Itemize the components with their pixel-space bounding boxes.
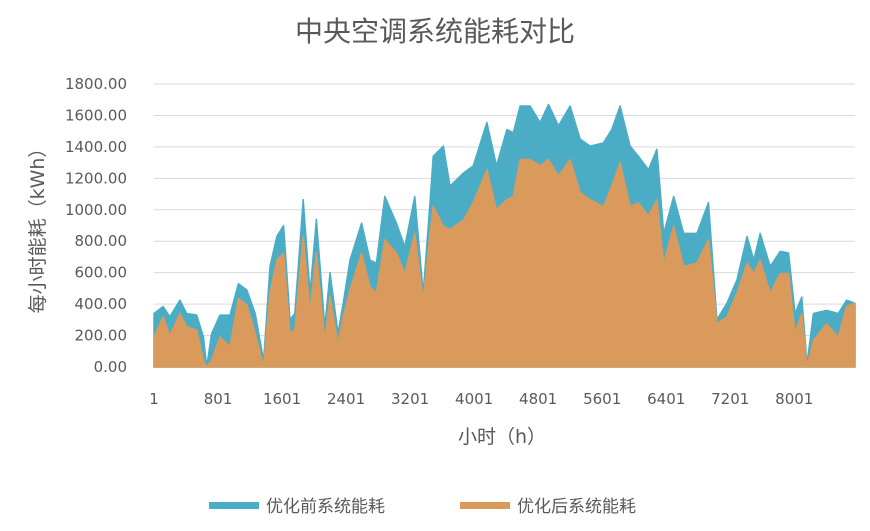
- y-tick-label: 1000.00: [65, 201, 127, 219]
- x-tick-label: 6401: [647, 390, 685, 408]
- x-tick-label: 7201: [711, 390, 749, 408]
- chart-title: 中央空调系统能耗对比: [294, 15, 575, 48]
- y-tick-labels: 0.00 200.00 400.00 600.00 800.00 1000.00 1200.…: [65, 75, 127, 376]
- x-tick-label: 1601: [263, 390, 301, 408]
- legend-label-before: 优化前系统能耗: [266, 497, 385, 517]
- y-tick-label: 600.00: [75, 264, 128, 282]
- x-tick-label: 8001: [775, 390, 813, 408]
- x-tick-label: 5601: [583, 390, 621, 408]
- series-areas: [153, 103, 856, 368]
- y-tick-label: 1400.00: [65, 138, 127, 156]
- legend-swatch-after: [460, 502, 510, 509]
- y-tick-label: 400.00: [75, 295, 128, 313]
- x-tick-label: 801: [204, 390, 233, 408]
- y-tick-label: 800.00: [75, 232, 128, 250]
- y-tick-label: 1800.00: [65, 75, 127, 93]
- y-tick-label: 200.00: [75, 327, 128, 345]
- legend-swatch-before: [209, 502, 259, 509]
- x-axis-title: 小时（h）: [458, 426, 546, 448]
- x-tick-label: 3201: [391, 390, 429, 408]
- y-axis-title: 每小时能耗（kWh）: [27, 139, 49, 314]
- x-tick-label: 4801: [519, 390, 557, 408]
- x-tick-label: 1: [149, 390, 159, 408]
- x-tick-label: 2401: [327, 390, 365, 408]
- y-tick-label: 1200.00: [65, 169, 127, 187]
- x-tick-labels: 1 801 1601 2401 3201 4001 4801 5601 6401 7201 8001: [149, 390, 813, 408]
- x-tick-label: 4001: [455, 390, 493, 408]
- legend: 优化前系统能耗 优化后系统能耗: [209, 497, 636, 517]
- area-series-after: [153, 158, 856, 368]
- y-tick-label: 0.00: [94, 358, 127, 376]
- legend-label-after: 优化后系统能耗: [517, 497, 636, 517]
- y-tick-label: 1600.00: [65, 106, 127, 124]
